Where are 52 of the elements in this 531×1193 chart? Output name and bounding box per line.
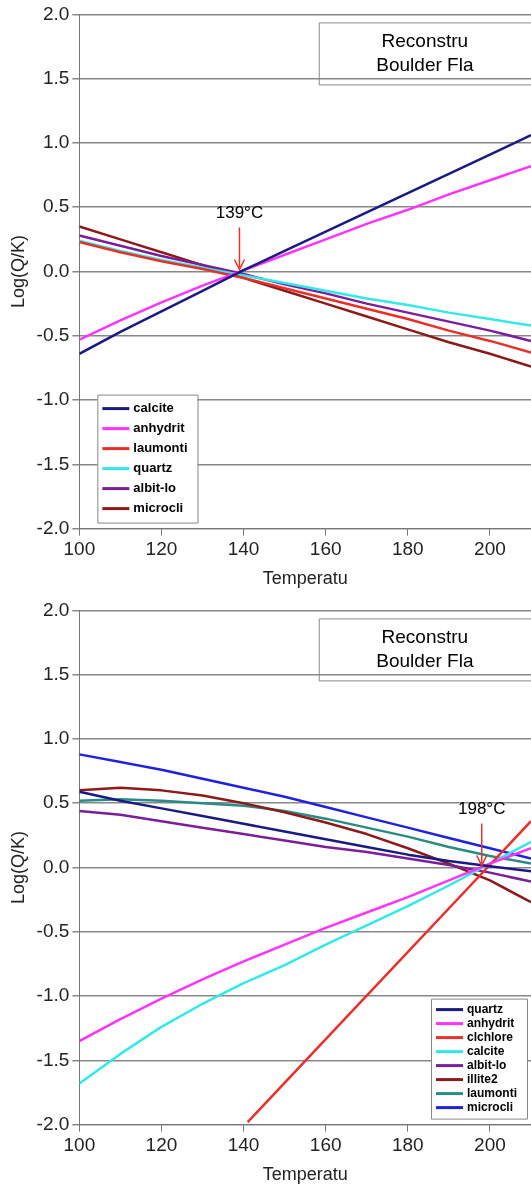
legend-label: clchlore [467, 1029, 514, 1044]
y-tick-label: -0.5 [36, 324, 70, 346]
legend-label: microcli [133, 500, 184, 516]
legend-label: albit-lo [467, 1057, 507, 1072]
legend-label: calcite [467, 1043, 505, 1058]
y-tick-label: -2.0 [36, 516, 70, 538]
x-tick-label: 200 [474, 538, 506, 560]
x-axis-title: Temperatu [262, 568, 348, 589]
legend-label: anhydrit [133, 420, 186, 436]
legend-label: microcli [467, 1099, 514, 1114]
text: Reconstru Boulder Fla [376, 625, 474, 671]
y-tick-label: 1.5 [42, 66, 70, 88]
annotation: 139°C [215, 202, 264, 222]
x-tick-label: 180 [391, 1134, 424, 1156]
legend-label: calcite [133, 400, 174, 416]
y-axis-title: Log(Q/K) [7, 830, 28, 905]
y-tick-label: 2.0 [42, 598, 70, 620]
x-tick-label: 160 [309, 538, 342, 560]
y-tick-label: 2.0 [42, 2, 70, 24]
x-tick-label: 100 [63, 1134, 96, 1156]
y-tick-label: 0.0 [42, 259, 70, 281]
x-tick-label: 200 [474, 1134, 506, 1156]
legend-label: quartz [467, 1001, 503, 1016]
x-tick-label: 140 [227, 1134, 260, 1156]
annotation: 198°C [458, 798, 506, 818]
x-axis-title: Temperatu [262, 1164, 348, 1185]
y-tick-label: -2.0 [36, 1112, 70, 1134]
y-tick-label: -1.0 [36, 984, 70, 1006]
y-tick-label: 1.0 [42, 727, 70, 749]
y-tick-label: -1.0 [36, 388, 70, 410]
legend-label: albit-lo [133, 480, 176, 496]
y-tick-label: -1.5 [36, 452, 70, 474]
y-tick-label: 0.5 [42, 195, 70, 217]
y-tick-label: 0.5 [42, 791, 70, 813]
x-tick-label: 180 [391, 538, 424, 560]
y-tick-label: 1.0 [42, 131, 70, 153]
legend-label: laumonti [467, 1085, 517, 1100]
legend-label: laumonti [133, 440, 188, 456]
y-tick-label: 1.5 [42, 662, 70, 684]
legend-label: quartz [133, 460, 173, 476]
text: Reconstru Boulder Fla [376, 29, 474, 75]
x-tick-label: 140 [227, 538, 260, 560]
y-tick-label: 0.0 [42, 855, 70, 877]
legend-label: anhydrit [467, 1015, 515, 1030]
y-axis-title: Log(Q/K) [7, 234, 28, 309]
x-tick-label: 120 [145, 538, 178, 560]
y-tick-label: -0.5 [36, 920, 70, 942]
x-tick-label: 120 [145, 1134, 178, 1156]
y-tick-label: -1.5 [36, 1048, 70, 1070]
x-tick-label: 100 [63, 538, 96, 560]
x-tick-label: 160 [309, 1134, 342, 1156]
legend-label: illite2 [467, 1071, 499, 1086]
